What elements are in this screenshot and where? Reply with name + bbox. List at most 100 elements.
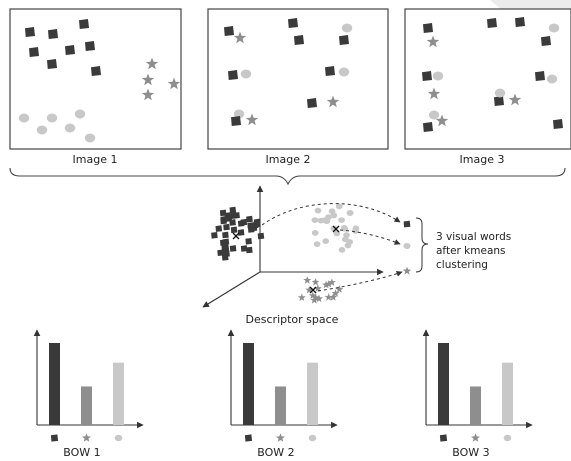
square-feature-icon: [211, 231, 218, 239]
star-feature-icon: [427, 87, 441, 100]
square-feature-icon: [553, 119, 563, 129]
star-feature-icon: [508, 93, 522, 106]
square-feature-icon: [423, 23, 433, 33]
square-feature-icon: [339, 35, 349, 45]
star-feature-icon: [245, 113, 259, 126]
star-feature-icon: [331, 289, 340, 297]
star-feature-icon: [324, 280, 333, 288]
circle-feature-icon: [46, 113, 58, 123]
square-feature-icon: [48, 29, 58, 39]
square-feature-icon: [228, 70, 238, 80]
square-feature-icon: [246, 246, 253, 254]
star-feature-icon: [435, 114, 449, 127]
star-feature-icon: [167, 77, 181, 90]
star-feature-icon: [324, 293, 333, 301]
square-feature-icon: [29, 47, 39, 57]
circle-feature-icon: [313, 241, 321, 248]
square-feature-icon: [422, 71, 432, 81]
square-feature-icon: [47, 59, 57, 69]
square-feature-icon: [515, 17, 525, 27]
circle-feature-icon: [311, 217, 319, 223]
star-feature-icon: [426, 35, 440, 48]
histogram-circle-icon: [308, 434, 317, 442]
star-feature-icon: [329, 293, 338, 301]
star-feature-icon: [311, 278, 320, 286]
histogram-star-icon: [471, 433, 480, 442]
circle-feature-icon: [352, 228, 359, 234]
circle-feature-icon: [432, 71, 444, 81]
square-feature-icon: [220, 217, 227, 225]
bow-3-bar-circle: [502, 362, 513, 425]
image-1-frame: [9, 8, 182, 150]
bow-2-bar-circle: [307, 362, 318, 425]
circle-feature-icon: [311, 230, 319, 236]
image-2-label: Image 2: [266, 153, 311, 166]
visual-word-star-icon: [402, 266, 412, 275]
bow-2-bar-square: [243, 343, 254, 425]
bow-2-histogram: [227, 329, 338, 442]
bow-3-bar-square: [438, 343, 449, 425]
star-feature-icon: [335, 285, 344, 293]
histogram-square-icon: [50, 434, 59, 442]
square-feature-icon: [215, 225, 223, 232]
square-feature-icon: [494, 96, 504, 106]
visual-words-note-line-2: after kmeans: [436, 245, 506, 257]
cluster-center-x-icon: [332, 225, 340, 233]
circle-feature-icon: [548, 23, 560, 33]
square-feature-icon: [307, 98, 317, 108]
circle-feature-icon: [346, 210, 354, 216]
star-feature-icon: [145, 57, 159, 70]
circle-feature-icon: [240, 69, 252, 79]
histogram-circle-icon: [114, 434, 123, 442]
square-feature-icon: [535, 71, 545, 81]
bow-1-bar-square: [49, 343, 60, 425]
star-feature-icon: [314, 284, 322, 292]
visual-word-circle-icon: [403, 242, 411, 250]
circle-feature-icon: [322, 238, 330, 245]
square-feature-icon: [219, 209, 227, 217]
star-feature-icon: [141, 73, 155, 86]
image-3-label: Image 3: [460, 153, 505, 166]
square-feature-icon: [229, 245, 237, 252]
circle-feature-icon: [233, 109, 245, 119]
circle-feature-icon: [338, 67, 350, 77]
circle-feature-icon: [341, 236, 349, 243]
circle-feature-icon: [328, 208, 336, 215]
circle-feature-icon: [341, 23, 353, 33]
circle-feature-icon: [18, 113, 30, 123]
square-feature-icon: [233, 212, 240, 219]
square-feature-icon: [229, 219, 236, 226]
star-feature-icon: [141, 88, 155, 101]
square-feature-icon: [229, 206, 237, 214]
star-feature-icon: [303, 276, 312, 284]
visual-words-brace: [415, 217, 429, 273]
visual-words-note-line-3: clustering: [436, 259, 488, 271]
square-feature-icon: [231, 116, 241, 126]
bow-2-label: BOW 2: [257, 446, 294, 459]
histogram-square-icon: [244, 434, 253, 442]
histogram-circle-icon: [503, 434, 512, 442]
histogram-star-icon: [276, 433, 285, 442]
bow-1-bar-star: [81, 386, 92, 425]
square-feature-icon: [240, 245, 248, 252]
star-feature-icon: [315, 294, 323, 303]
square-feature-icon: [325, 66, 335, 76]
bow-1-bar-circle: [113, 362, 124, 425]
square-feature-icon: [541, 36, 551, 46]
square-feature-icon: [237, 229, 245, 236]
square-feature-icon: [221, 241, 228, 248]
square-feature-icon: [79, 19, 89, 29]
cluster-center-x-icon: [309, 286, 317, 294]
cluster-center-x-icon: [232, 232, 240, 240]
square-feature-icon: [245, 237, 252, 245]
circle-feature-icon: [314, 207, 322, 214]
square-feature-icon: [224, 26, 234, 36]
square-feature-icon: [253, 218, 261, 226]
square-feature-icon: [223, 223, 230, 231]
star-feature-icon: [233, 31, 247, 44]
circle-feature-icon: [338, 246, 346, 253]
square-feature-icon: [222, 231, 229, 239]
circle-feature-icon: [84, 133, 96, 143]
square-feature-icon: [246, 215, 253, 223]
